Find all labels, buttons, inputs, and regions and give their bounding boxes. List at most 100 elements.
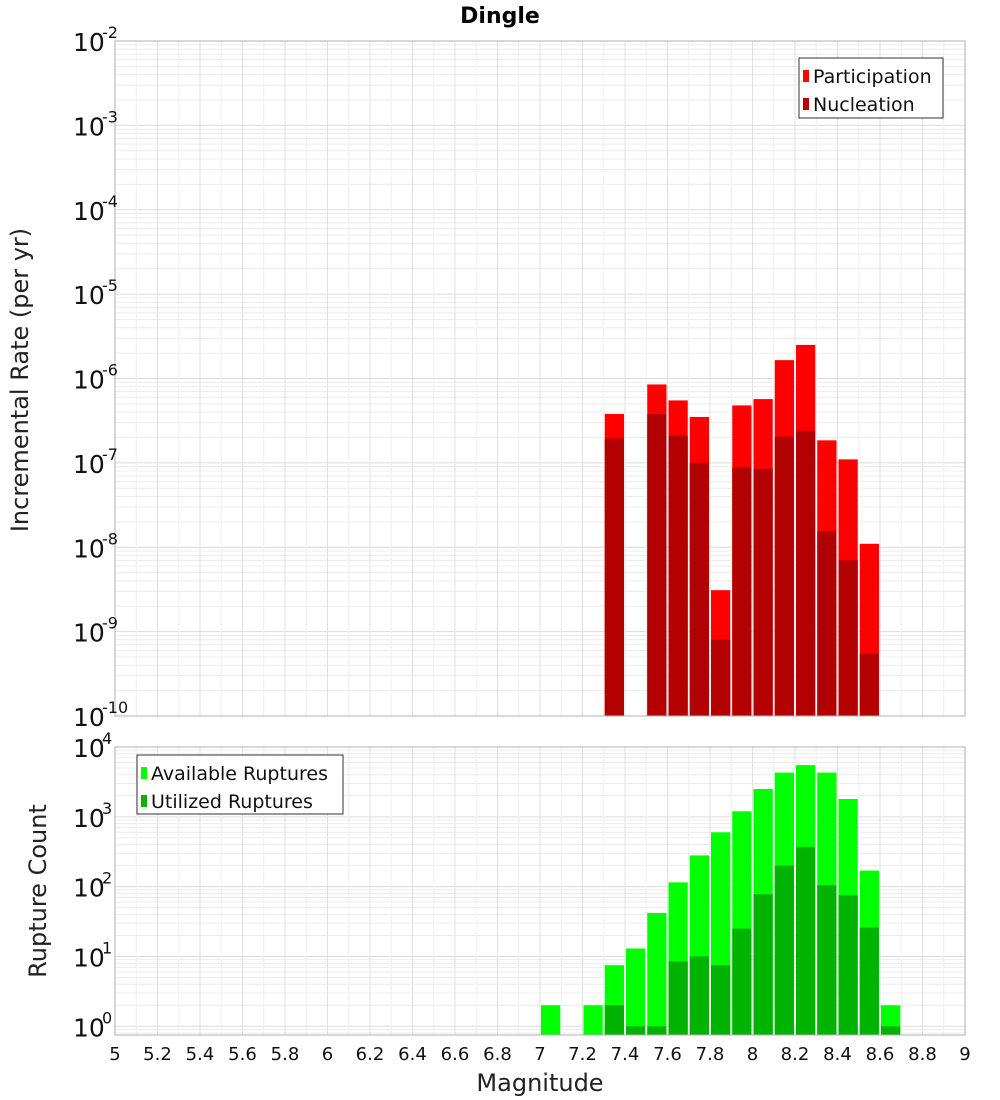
rate-plot-frame [114, 40, 966, 717]
count-y-axis-label: Rupture Count [24, 804, 52, 978]
rate-bar-b [796, 430, 816, 716]
rate-y-axis-label: Incremental Rate (per yr) [6, 228, 34, 532]
count-bar-a [541, 1005, 561, 1035]
rate-y-tick-label: 10 [73, 197, 105, 226]
count-bar-b [732, 928, 752, 1035]
rate-bar-b [689, 462, 709, 716]
rate-bar-b [732, 467, 752, 716]
rate-bar-b [859, 653, 879, 716]
count-bar-b [604, 1005, 624, 1035]
count-y-tick-label: 10 [73, 874, 105, 903]
rate-y-ticks: 10-210-310-410-510-610-710-810-910-10 [73, 23, 128, 732]
rate-bar-b [817, 531, 837, 716]
rate-y-tick-label: 10 [73, 534, 105, 563]
rate-legend-label: Participation [813, 66, 932, 88]
rate-y-tick-label: 10 [73, 28, 105, 57]
count-legend-swatch [141, 795, 147, 807]
rate-y-tick-exponent: -4 [102, 192, 118, 211]
count-bar-b [711, 965, 731, 1035]
count-plot-frame [114, 746, 966, 1036]
rate-legend-box [798, 57, 944, 119]
magnitude-tick-label: 6.2 [356, 1044, 385, 1065]
rate-y-tick-exponent: -9 [102, 614, 118, 633]
magnitude-tick-label: 8.8 [908, 1044, 937, 1065]
rate-panel: 10-210-310-410-510-610-710-810-910-10 In… [6, 23, 966, 732]
count-bar-b [859, 927, 879, 1035]
rate-grid [114, 40, 966, 717]
count-bar-a [583, 1005, 603, 1035]
magnitude-tick-label: 8 [747, 1044, 758, 1065]
magnitude-tick-label: 8.4 [823, 1044, 852, 1065]
magnitude-tick-label: 7 [534, 1044, 545, 1065]
count-y-tick-exponent: 3 [102, 799, 112, 818]
rate-y-tick-exponent: -7 [102, 445, 118, 464]
rate-bar-b [838, 560, 858, 716]
magnitude-tick-label: 5.2 [143, 1044, 172, 1065]
magnitude-tick-label: 7.6 [653, 1044, 682, 1065]
rate-legend-swatch [803, 98, 809, 110]
rate-bar-b [753, 468, 773, 716]
rate-bar-b [668, 435, 688, 716]
rate-y-tick-label: 10 [73, 450, 105, 479]
count-legend-label: Utilized Ruptures [151, 791, 313, 813]
magnitude-tick-label: 6.4 [398, 1044, 427, 1065]
magnitude-tick-label: 6.8 [483, 1044, 512, 1065]
count-bar-b [796, 846, 816, 1035]
rate-bar-b [604, 438, 624, 716]
chart-title: Dingle [460, 4, 540, 29]
count-legend-box [136, 754, 344, 815]
rate-legend-label: Nucleation [813, 94, 915, 116]
count-bar-b [689, 956, 709, 1035]
magnitude-tick-label: 8.2 [781, 1044, 810, 1065]
rate-y-tick-label: 10 [73, 703, 105, 732]
magnitude-tick-label: 6.6 [441, 1044, 470, 1065]
magnitude-tick-label: 5 [109, 1044, 120, 1065]
magnitude-tick-label: 8.6 [866, 1044, 895, 1065]
rate-bar-b [647, 413, 667, 716]
rate-y-tick-label: 10 [73, 281, 105, 310]
rate-y-tick-exponent: -8 [102, 529, 118, 548]
magnitude-tick-label: 7.4 [611, 1044, 640, 1065]
count-bar-a [647, 912, 667, 1035]
magnitude-tick-label: 5.8 [271, 1044, 300, 1065]
magnitude-tick-label: 7.8 [696, 1044, 725, 1065]
magnitude-tick-label: 9 [959, 1044, 970, 1065]
rate-y-tick-label: 10 [73, 619, 105, 648]
count-bar-b [817, 885, 837, 1035]
count-y-tick-label: 10 [73, 804, 105, 833]
count-bar-b [838, 895, 858, 1035]
count-y-tick-exponent: 2 [102, 869, 112, 888]
count-y-tick-exponent: 4 [102, 729, 112, 748]
count-bar-b [774, 865, 794, 1035]
count-legend: Available Ruptures Utilized Ruptures [136, 754, 344, 815]
count-bar-b [753, 894, 773, 1035]
rate-bar-b [711, 639, 731, 716]
rate-legend: Participation Nucleation [798, 57, 944, 119]
count-y-tick-label: 10 [73, 943, 105, 972]
count-bars [541, 765, 901, 1035]
count-legend-label: Available Ruptures [151, 763, 328, 785]
count-bar-a [626, 948, 646, 1035]
magnitude-tick-label: 7.2 [568, 1044, 597, 1065]
magnitude-x-ticks: 5 5.2 5.4 5.6 5.8 6 6.2 6.4 6.6 6.8 7 7.2 7.4 7.6 7.8 8… [109, 1044, 970, 1065]
count-legend-swatch [141, 767, 147, 779]
count-bar-b [881, 1026, 901, 1035]
count-y-tick-label: 10 [73, 734, 105, 763]
count-y-tick-exponent: 1 [102, 938, 112, 957]
count-bar-b [626, 1026, 646, 1035]
magnitude-x-axis-label: Magnitude [476, 1069, 603, 1097]
rate-bars [604, 344, 879, 716]
magnitude-tick-label: 6 [322, 1044, 333, 1065]
rate-y-tick-exponent: -3 [102, 107, 118, 126]
magnitude-tick-label: 5.6 [228, 1044, 257, 1065]
rate-y-tick-exponent: -5 [102, 276, 118, 295]
count-y-tick-label: 10 [73, 1013, 105, 1042]
count-y-tick-exponent: 0 [102, 1008, 112, 1027]
rate-y-tick-exponent: -6 [102, 361, 118, 380]
rate-bar-b [774, 436, 794, 716]
magnitude-tick-label: 5.4 [186, 1044, 215, 1065]
rate-y-tick-exponent: -2 [102, 23, 118, 42]
